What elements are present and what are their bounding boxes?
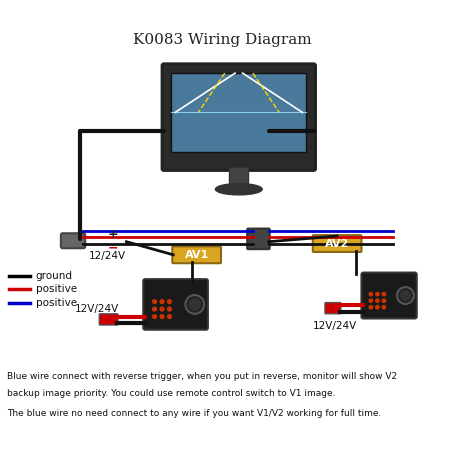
Circle shape: [153, 307, 156, 311]
Text: 12V/24V: 12V/24V: [75, 304, 119, 314]
FancyBboxPatch shape: [313, 235, 362, 252]
FancyBboxPatch shape: [173, 246, 221, 263]
Circle shape: [168, 307, 172, 311]
Text: K0083 Wiring Diagram: K0083 Wiring Diagram: [133, 33, 311, 47]
Text: positive: positive: [36, 284, 77, 294]
Text: backup image priority. You could use remote control switch to V1 image.: backup image priority. You could use rem…: [8, 389, 336, 398]
Circle shape: [160, 300, 164, 303]
Bar: [229, 167, 248, 185]
FancyBboxPatch shape: [143, 279, 208, 330]
Circle shape: [369, 306, 373, 309]
Bar: [172, 73, 306, 152]
Circle shape: [376, 299, 379, 302]
Circle shape: [382, 306, 386, 309]
Circle shape: [382, 299, 386, 302]
Circle shape: [160, 307, 164, 311]
Circle shape: [160, 315, 164, 319]
Circle shape: [401, 291, 410, 300]
Text: positive: positive: [36, 298, 77, 308]
Text: 12/24V: 12/24V: [89, 251, 126, 261]
FancyBboxPatch shape: [325, 302, 341, 314]
Circle shape: [185, 295, 204, 314]
Text: +: +: [108, 228, 118, 241]
FancyBboxPatch shape: [99, 314, 118, 325]
Circle shape: [376, 292, 379, 296]
FancyBboxPatch shape: [162, 64, 316, 171]
Text: −: −: [108, 242, 118, 255]
Circle shape: [153, 315, 156, 319]
Text: The blue wire no need connect to any wire if you want V1/V2 working for full tim: The blue wire no need connect to any wir…: [8, 410, 382, 419]
Circle shape: [168, 315, 172, 319]
Circle shape: [189, 299, 201, 310]
FancyBboxPatch shape: [247, 228, 270, 249]
Circle shape: [397, 287, 414, 304]
Circle shape: [382, 292, 386, 296]
Text: AV1: AV1: [184, 250, 209, 260]
FancyBboxPatch shape: [61, 233, 85, 248]
Ellipse shape: [215, 183, 262, 195]
FancyBboxPatch shape: [362, 273, 417, 319]
Circle shape: [168, 300, 172, 303]
Circle shape: [369, 299, 373, 302]
Circle shape: [376, 306, 379, 309]
Text: ground: ground: [36, 271, 73, 282]
Text: Blue wire connect with reverse trigger, when you put in reverse, monitor will sh: Blue wire connect with reverse trigger, …: [8, 372, 398, 381]
Text: AV2: AV2: [325, 238, 349, 248]
Circle shape: [153, 300, 156, 303]
Circle shape: [369, 292, 373, 296]
Text: 12V/24V: 12V/24V: [313, 321, 357, 331]
